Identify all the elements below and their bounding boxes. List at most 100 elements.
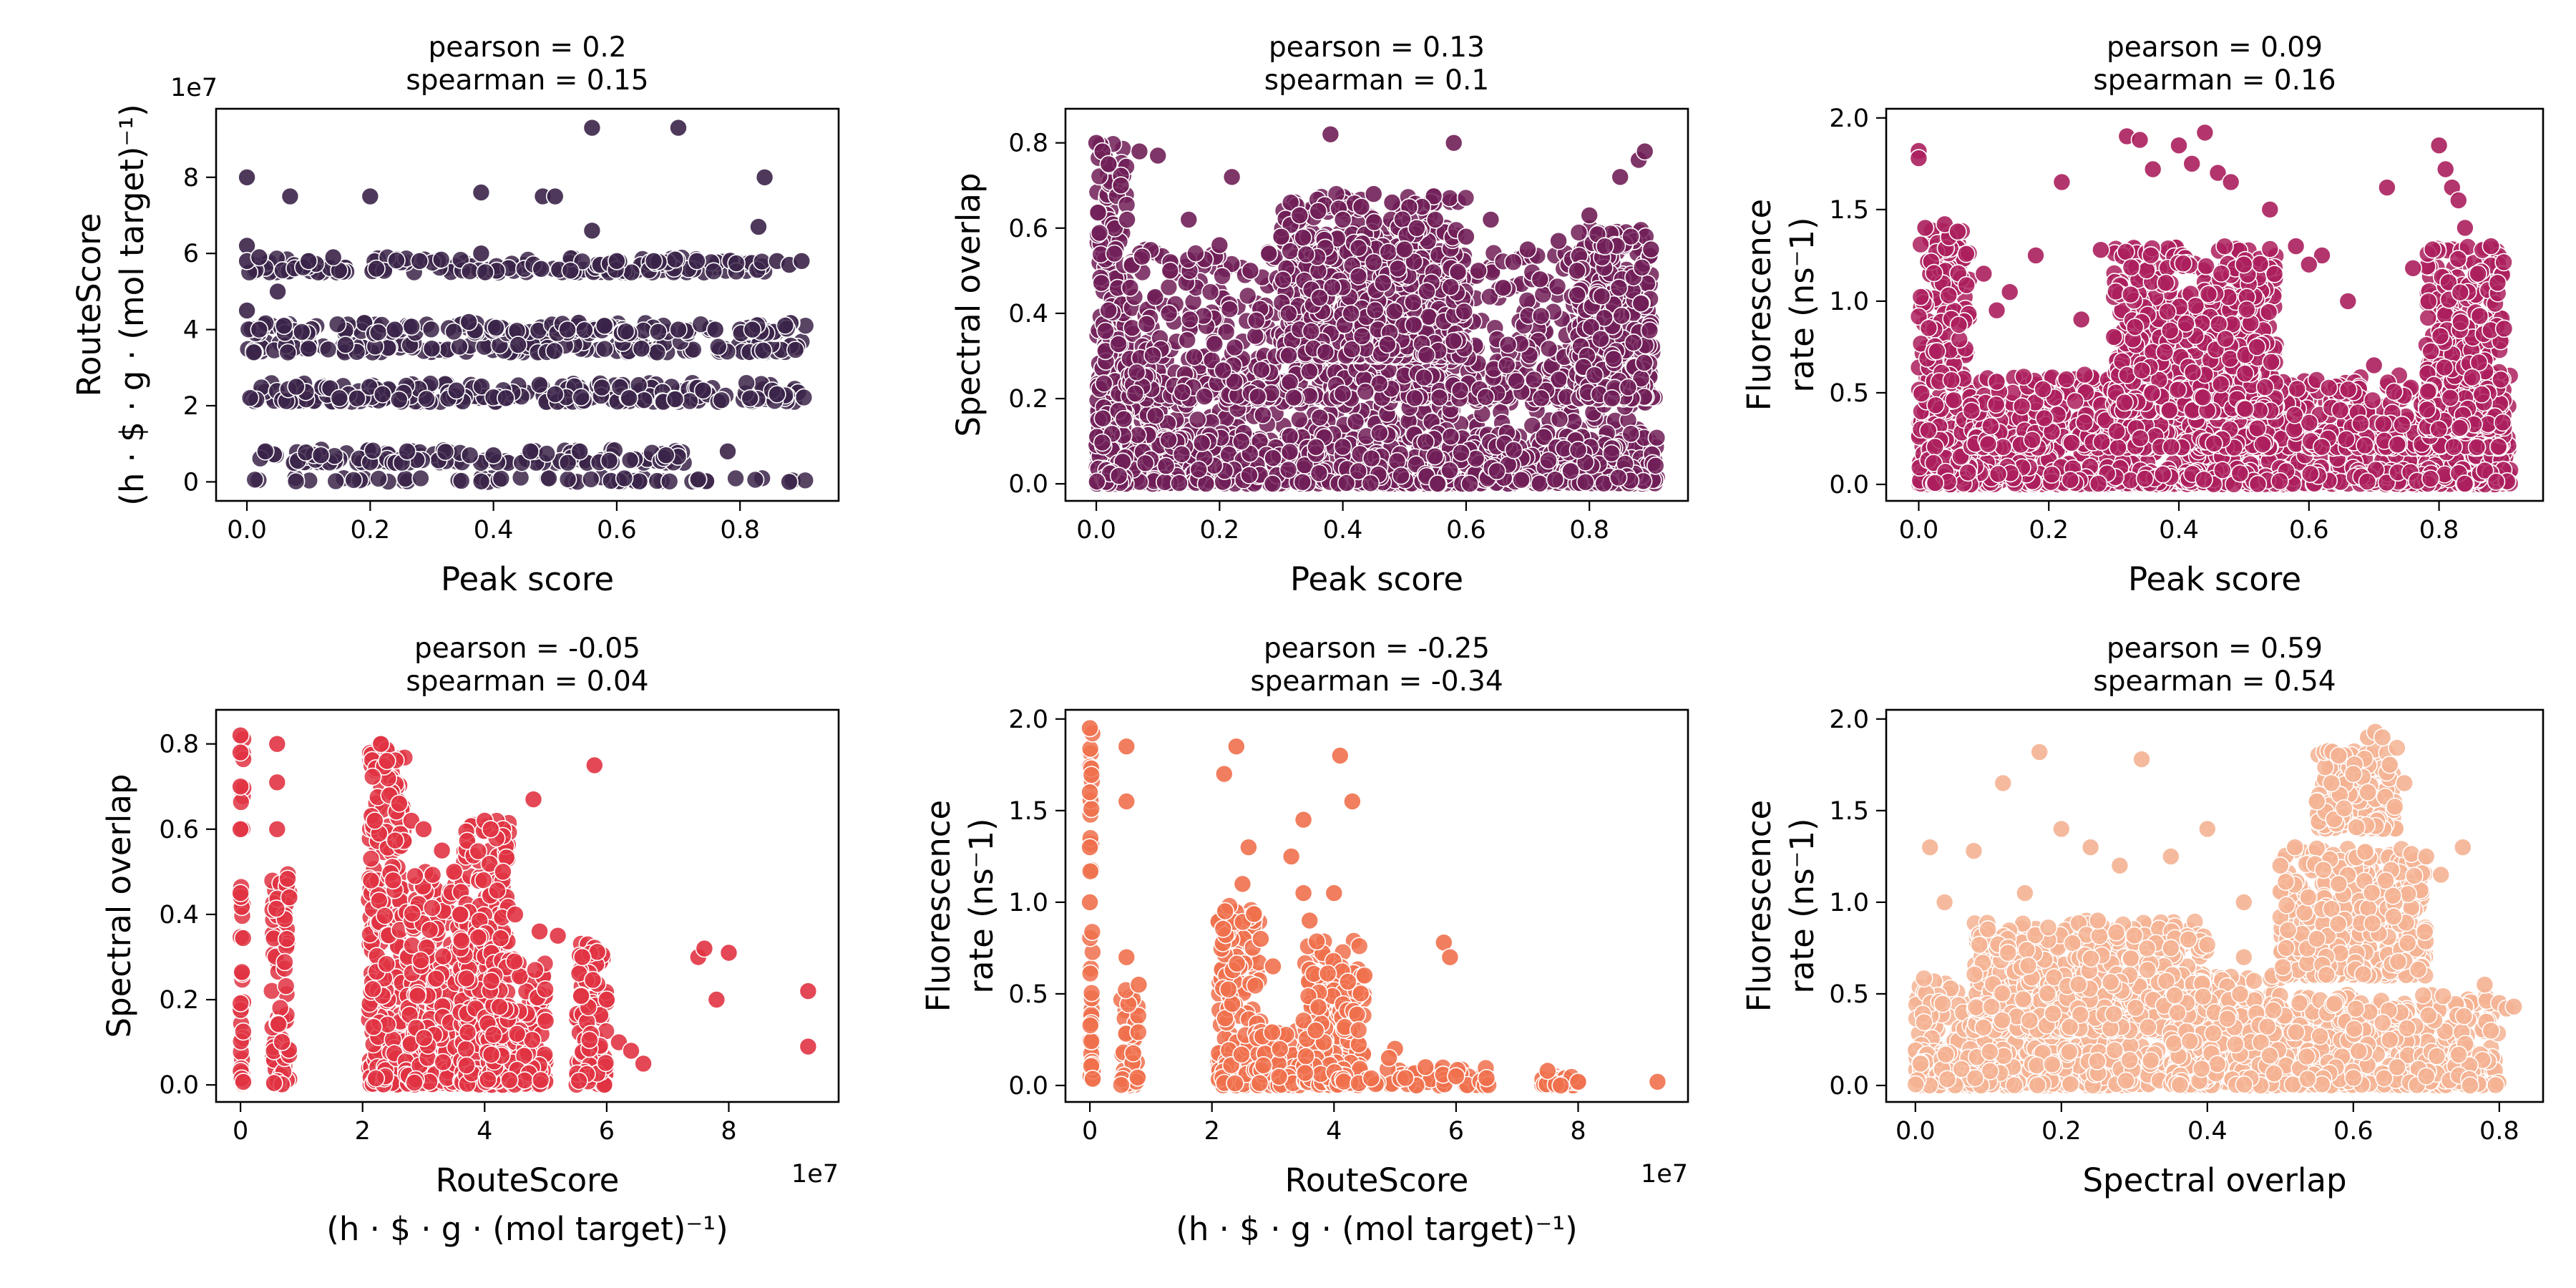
data-point <box>436 442 455 462</box>
data-point <box>688 251 706 270</box>
data-point <box>336 336 355 354</box>
y-tick-label: 2 <box>183 392 199 421</box>
data-point <box>600 451 619 470</box>
data-point <box>326 472 346 491</box>
data-point <box>620 389 638 408</box>
data-point <box>431 250 451 269</box>
data-point <box>753 341 773 360</box>
data-point <box>472 183 491 202</box>
data-point <box>459 313 479 331</box>
data-point <box>545 385 565 404</box>
data-points <box>1087 125 1667 494</box>
data-point <box>704 262 723 281</box>
data-point <box>521 441 540 461</box>
data-point <box>472 377 491 396</box>
data-point <box>323 248 343 267</box>
data-point <box>620 451 640 469</box>
data-point <box>245 470 265 489</box>
y-axis-label-line-2: (h · $ · g · (mol target)⁻¹) <box>113 104 151 505</box>
data-point <box>712 391 731 410</box>
data-point <box>656 446 675 465</box>
data-point <box>558 320 577 339</box>
data-point <box>238 301 256 320</box>
data-point <box>540 469 558 488</box>
y-tick-label: 6 <box>183 240 199 268</box>
data-point <box>385 320 404 339</box>
y-tick-label: 4 <box>183 316 199 345</box>
data-point <box>660 472 679 491</box>
data-point <box>572 388 591 406</box>
data-point <box>561 261 580 280</box>
data-point <box>387 251 406 270</box>
data-point <box>472 244 491 263</box>
data-point <box>452 472 471 490</box>
data-point <box>287 377 306 396</box>
data-point <box>749 218 768 236</box>
data-point <box>497 389 515 408</box>
data-point <box>447 381 466 400</box>
data-point <box>344 470 364 489</box>
data-point <box>688 470 708 489</box>
data-point <box>644 251 663 270</box>
data-point <box>369 469 388 488</box>
data-point <box>509 336 527 354</box>
x-tick-label: 0.0 <box>227 516 267 545</box>
data-point <box>582 118 602 137</box>
data-point <box>460 446 479 465</box>
data-point <box>484 446 503 465</box>
data-point <box>250 320 269 339</box>
data-point <box>545 187 565 206</box>
data-point <box>615 469 634 488</box>
data-point <box>558 453 577 472</box>
data-point <box>786 341 805 359</box>
data-point <box>768 385 786 404</box>
data-point <box>274 316 293 336</box>
data-point <box>364 441 383 460</box>
data-point <box>726 469 745 488</box>
data-point <box>616 322 635 341</box>
data-point <box>741 389 759 408</box>
data-point <box>250 248 269 267</box>
data-point <box>256 441 275 461</box>
data-point <box>582 221 602 240</box>
data-point <box>530 375 549 394</box>
data-point <box>422 339 441 358</box>
data-point <box>299 339 318 358</box>
data-point <box>330 389 349 408</box>
data-point <box>649 322 668 341</box>
data-point <box>311 446 331 465</box>
data-point <box>780 472 799 492</box>
data-point <box>367 259 386 278</box>
data-point <box>755 168 774 187</box>
axes-frame <box>215 107 840 502</box>
data-point <box>373 385 392 404</box>
data-point <box>389 390 409 409</box>
data-point <box>792 251 811 270</box>
data-point <box>727 254 746 273</box>
data-point <box>693 381 713 400</box>
data-point <box>632 339 651 358</box>
x-tick-label: 0.8 <box>720 516 760 545</box>
data-point <box>545 341 564 361</box>
data-point <box>299 251 318 270</box>
data-point <box>532 259 551 278</box>
data-point <box>595 316 614 336</box>
data-point <box>718 441 737 461</box>
x-tick-label: 0.6 <box>597 516 637 545</box>
data-point <box>410 251 429 270</box>
data-point <box>595 339 614 358</box>
data-point <box>746 470 765 489</box>
data-point <box>706 320 725 339</box>
data-point <box>776 316 795 335</box>
chart-title-line-2: spearman = 0.15 <box>406 64 649 97</box>
x-axis-label-line-1: Peak score <box>441 560 614 598</box>
y-offset-label: 1e7 <box>170 74 218 102</box>
data-point <box>487 318 505 337</box>
data-point <box>398 441 416 461</box>
data-point <box>592 378 612 397</box>
data-point <box>669 118 688 137</box>
